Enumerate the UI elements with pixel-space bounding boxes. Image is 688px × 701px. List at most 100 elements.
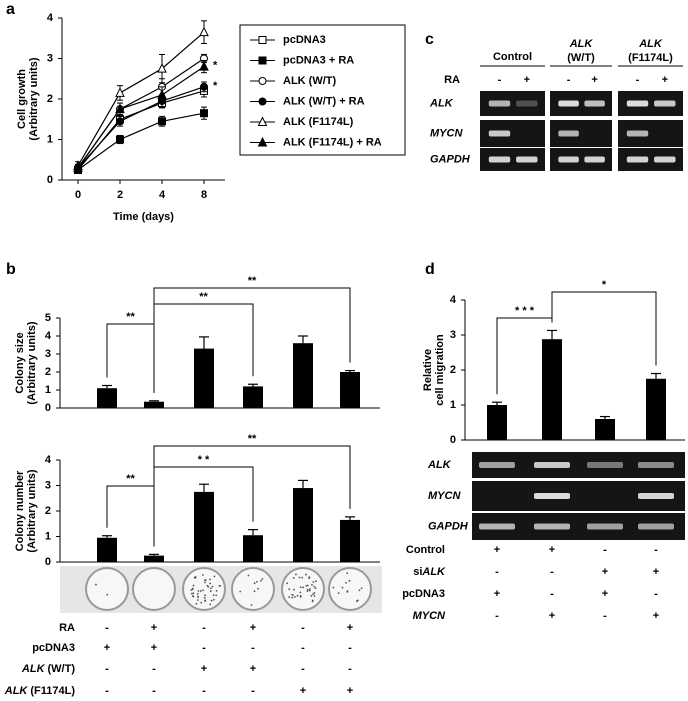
significance-bracket [153,445,351,547]
marker [115,103,125,114]
y-tick-label: 2 [47,93,53,105]
sign: + [549,610,555,622]
band [534,523,570,530]
error-bar [600,415,610,419]
error-bar [149,400,159,402]
colony [200,601,203,604]
sign: - [636,74,640,86]
bar [144,401,164,408]
row-label: GAPDH [430,153,471,165]
error-bar [345,369,355,372]
colony [202,589,204,591]
sign: - [152,663,156,675]
sign: + [602,566,608,578]
colony [210,599,213,602]
x-tick-label: 8 [201,189,207,201]
y-tick-label: 2 [45,505,51,517]
significance-bracket [153,287,351,393]
band [479,462,515,468]
error-bar [298,335,308,344]
y-tick-label: 5 [45,312,51,324]
row-label: Control [406,544,445,556]
significance-label: ** [248,275,257,287]
y-tick-label: 4 [45,330,52,342]
group-label: (F1174L) [628,52,673,64]
bar [542,339,562,440]
marker [257,136,268,147]
band [488,130,511,137]
legend-label: ALK (F1174L) [283,116,354,128]
error-bar [298,479,308,489]
colony [313,585,316,588]
sign: - [251,642,255,654]
colony [313,595,316,597]
group-label: ALK [638,38,663,50]
colony [190,592,193,595]
colony [286,582,289,585]
colony [337,592,340,595]
marker [73,162,83,172]
y-tick-label: 1 [45,384,51,396]
gel [618,148,683,171]
row-label: ALK (W/T) [21,663,75,675]
sign: - [202,622,206,634]
y-tick-label: 4 [45,454,52,466]
sign: - [105,685,109,697]
bar [646,378,666,440]
y-tick-label: 2 [450,364,456,376]
sign: + [104,642,110,654]
x-tick-label: 0 [75,189,81,201]
y-tick-label: 3 [450,329,456,341]
row-label: ALK [427,459,452,471]
gene-name: ALK [4,685,29,697]
colony [346,572,349,575]
plate [231,567,275,611]
legend-label: pcDNA3 + RA [283,54,354,66]
row-label: MYCN [413,610,446,622]
band [626,156,649,163]
colony [256,580,258,583]
colony [306,590,309,592]
y-tick-label: 1 [45,530,51,542]
marker [258,97,267,106]
series-line [77,112,205,171]
bar [243,535,263,562]
significance-label: ** [248,433,257,445]
sign: - [301,622,305,634]
legend-label: ALK (W/T) [283,75,336,87]
error-bar [248,529,258,536]
significance-label: ** [126,473,135,485]
colony [295,573,297,576]
sign: - [654,544,658,556]
colony [192,592,195,595]
marker [158,117,166,126]
legend-box [239,24,406,156]
panel-label: c [425,31,434,48]
colony [299,591,302,594]
group-label: Control [493,51,532,63]
legend-label: ALK (W/T) + RA [283,95,365,107]
sign: - [301,642,305,654]
y-tick-label: 4 [47,12,54,24]
sign: - [348,642,352,654]
sign: - [603,610,607,622]
colony [299,586,302,589]
colony [314,587,317,590]
colony [308,589,311,592]
colony [203,596,206,599]
annotation: * [213,80,218,92]
gene-name: ALK [421,566,446,578]
colony [192,584,195,587]
sign: - [152,685,156,697]
gel [550,148,612,171]
colony [218,584,221,587]
sign: + [602,588,608,600]
panel-label: a [6,1,15,18]
row-label: RA [59,622,75,634]
colony [215,590,218,592]
colony [306,584,309,587]
gel [480,148,545,171]
label-part: (F1174L) [30,685,75,697]
band [558,130,579,137]
